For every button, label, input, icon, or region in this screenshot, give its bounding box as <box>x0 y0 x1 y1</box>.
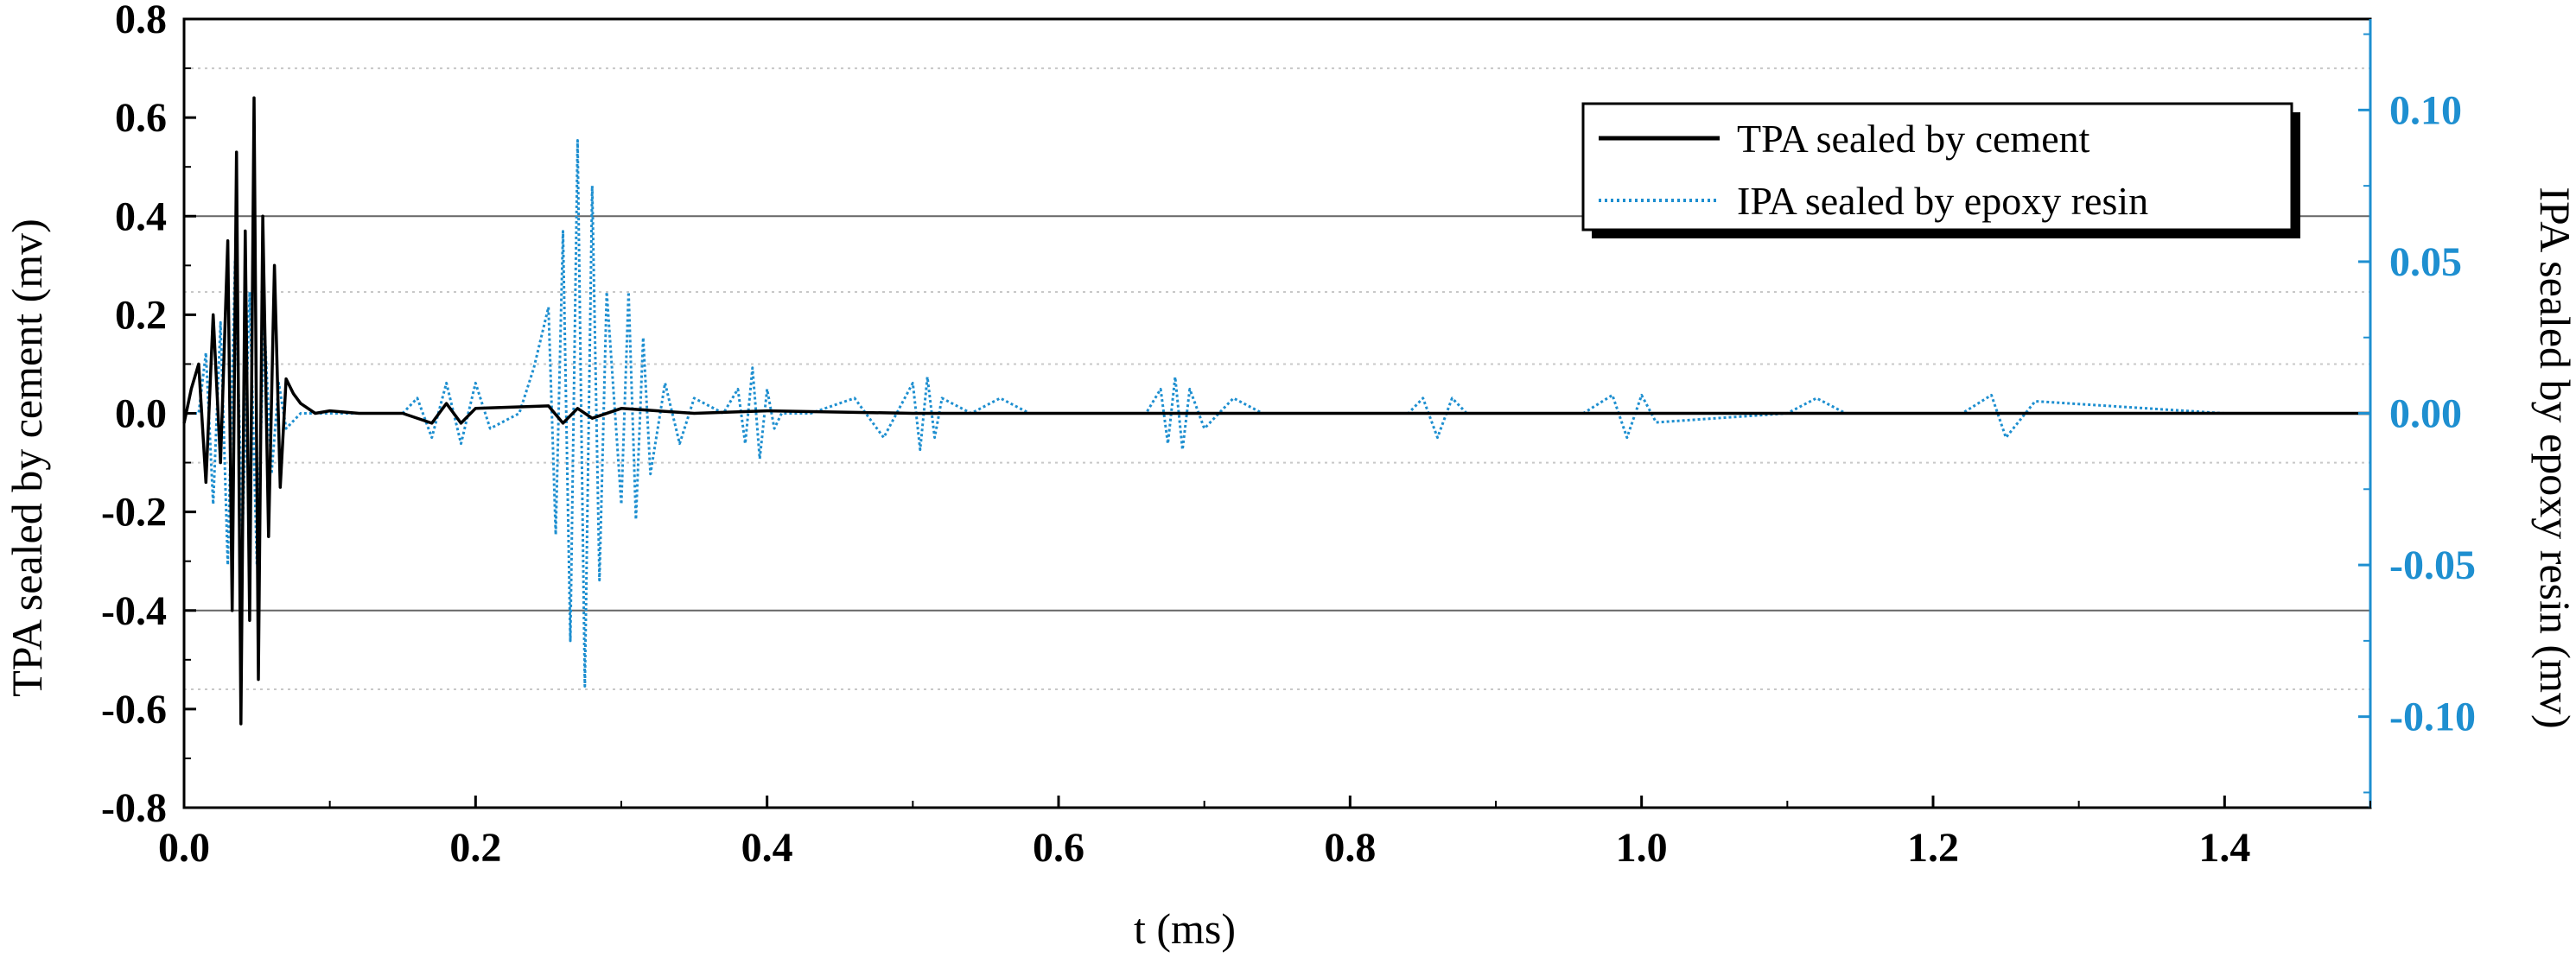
right-axis-ticks: -0.10 -0.05 0.00 0.05 0.10 <box>2358 33 2476 794</box>
right-tick-label: 0.05 <box>2389 239 2462 285</box>
legend-label-cement: TPA sealed by cement <box>1737 117 2090 161</box>
left-tick-label: -0.4 <box>101 588 167 634</box>
right-tick-label: 0.00 <box>2389 391 2462 437</box>
right-tick-label: 0.10 <box>2389 87 2462 133</box>
x-axis-ticks: 0.0 0.2 0.4 0.6 0.8 1.0 1.2 1.4 <box>158 796 2371 871</box>
x-tick-label: 1.0 <box>1616 825 1668 871</box>
x-axis-title: t (ms) <box>1134 904 1236 953</box>
right-tick-label: -0.05 <box>2389 542 2476 588</box>
left-tick-label: 0.8 <box>115 0 167 42</box>
series-line-cement <box>182 96 2370 726</box>
x-tick-label: 0.6 <box>1033 825 1084 871</box>
left-tick-label: 0.0 <box>115 391 167 437</box>
legend-label-epoxy: IPA sealed by epoxy resin <box>1737 179 2148 223</box>
x-tick-label: 1.2 <box>1907 825 1959 871</box>
left-tick-label: 0.2 <box>115 292 167 338</box>
x-tick-label: 0.0 <box>158 825 210 871</box>
left-axis-title: TPA sealed by cement (mv) <box>3 219 51 697</box>
left-tick-label: -0.2 <box>101 490 167 536</box>
left-tick-label: -0.8 <box>101 785 167 831</box>
grid <box>184 67 2370 691</box>
x-tick-label: 0.2 <box>449 825 501 871</box>
right-axis-title: IPA sealed by epoxy resin (mv) <box>2531 187 2576 728</box>
right-tick-label: -0.10 <box>2389 694 2476 740</box>
legend: TPA sealed by cement IPA sealed by epoxy… <box>1581 102 2300 238</box>
left-tick-label: 0.4 <box>115 193 167 239</box>
left-tick-label: -0.6 <box>101 687 167 733</box>
series-layer <box>182 96 2370 726</box>
x-tick-label: 0.8 <box>1324 825 1376 871</box>
legend-box <box>1581 102 2293 231</box>
left-axis-ticks: -0.8 -0.6 -0.4 -0.2 0.0 0.2 0.4 0.6 0.8 <box>101 0 196 831</box>
x-tick-label: 1.4 <box>2198 825 2250 871</box>
x-tick-label: 0.4 <box>741 825 793 871</box>
left-tick-label: 0.6 <box>115 95 167 141</box>
